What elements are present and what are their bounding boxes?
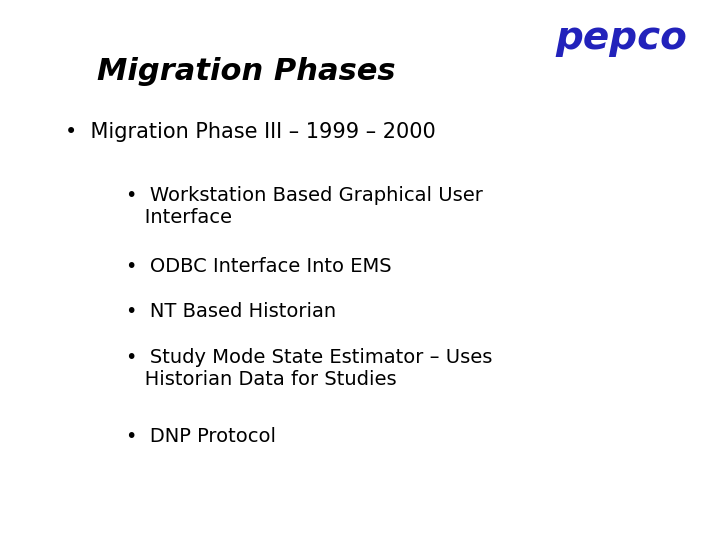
Text: Migration Phases: Migration Phases (97, 57, 396, 86)
Text: pepco: pepco (556, 19, 688, 57)
Text: •  Migration Phase III – 1999 – 2000: • Migration Phase III – 1999 – 2000 (65, 122, 436, 141)
Text: •  ODBC Interface Into EMS: • ODBC Interface Into EMS (126, 256, 392, 275)
Text: •  Study Mode State Estimator – Uses
   Historian Data for Studies: • Study Mode State Estimator – Uses Hist… (126, 348, 492, 389)
Text: •  Workstation Based Graphical User
   Interface: • Workstation Based Graphical User Inter… (126, 186, 483, 227)
Text: •  DNP Protocol: • DNP Protocol (126, 427, 276, 446)
Text: •  NT Based Historian: • NT Based Historian (126, 302, 336, 321)
